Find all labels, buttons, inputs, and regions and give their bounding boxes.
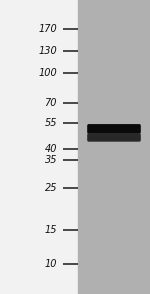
Text: 40: 40 [45, 144, 57, 154]
Text: 35: 35 [45, 155, 57, 165]
Bar [78, 0, 150, 294]
Text: 70: 70 [45, 98, 57, 108]
Bar [0, 0, 78, 294]
Text: 10: 10 [45, 259, 57, 269]
Text: 15: 15 [45, 225, 57, 235]
Text: 130: 130 [38, 46, 57, 56]
FancyBboxPatch shape [88, 125, 140, 133]
Text: 170: 170 [38, 24, 57, 34]
Text: 100: 100 [38, 68, 57, 78]
FancyBboxPatch shape [88, 134, 140, 141]
Text: 25: 25 [45, 183, 57, 193]
Text: 55: 55 [45, 118, 57, 128]
